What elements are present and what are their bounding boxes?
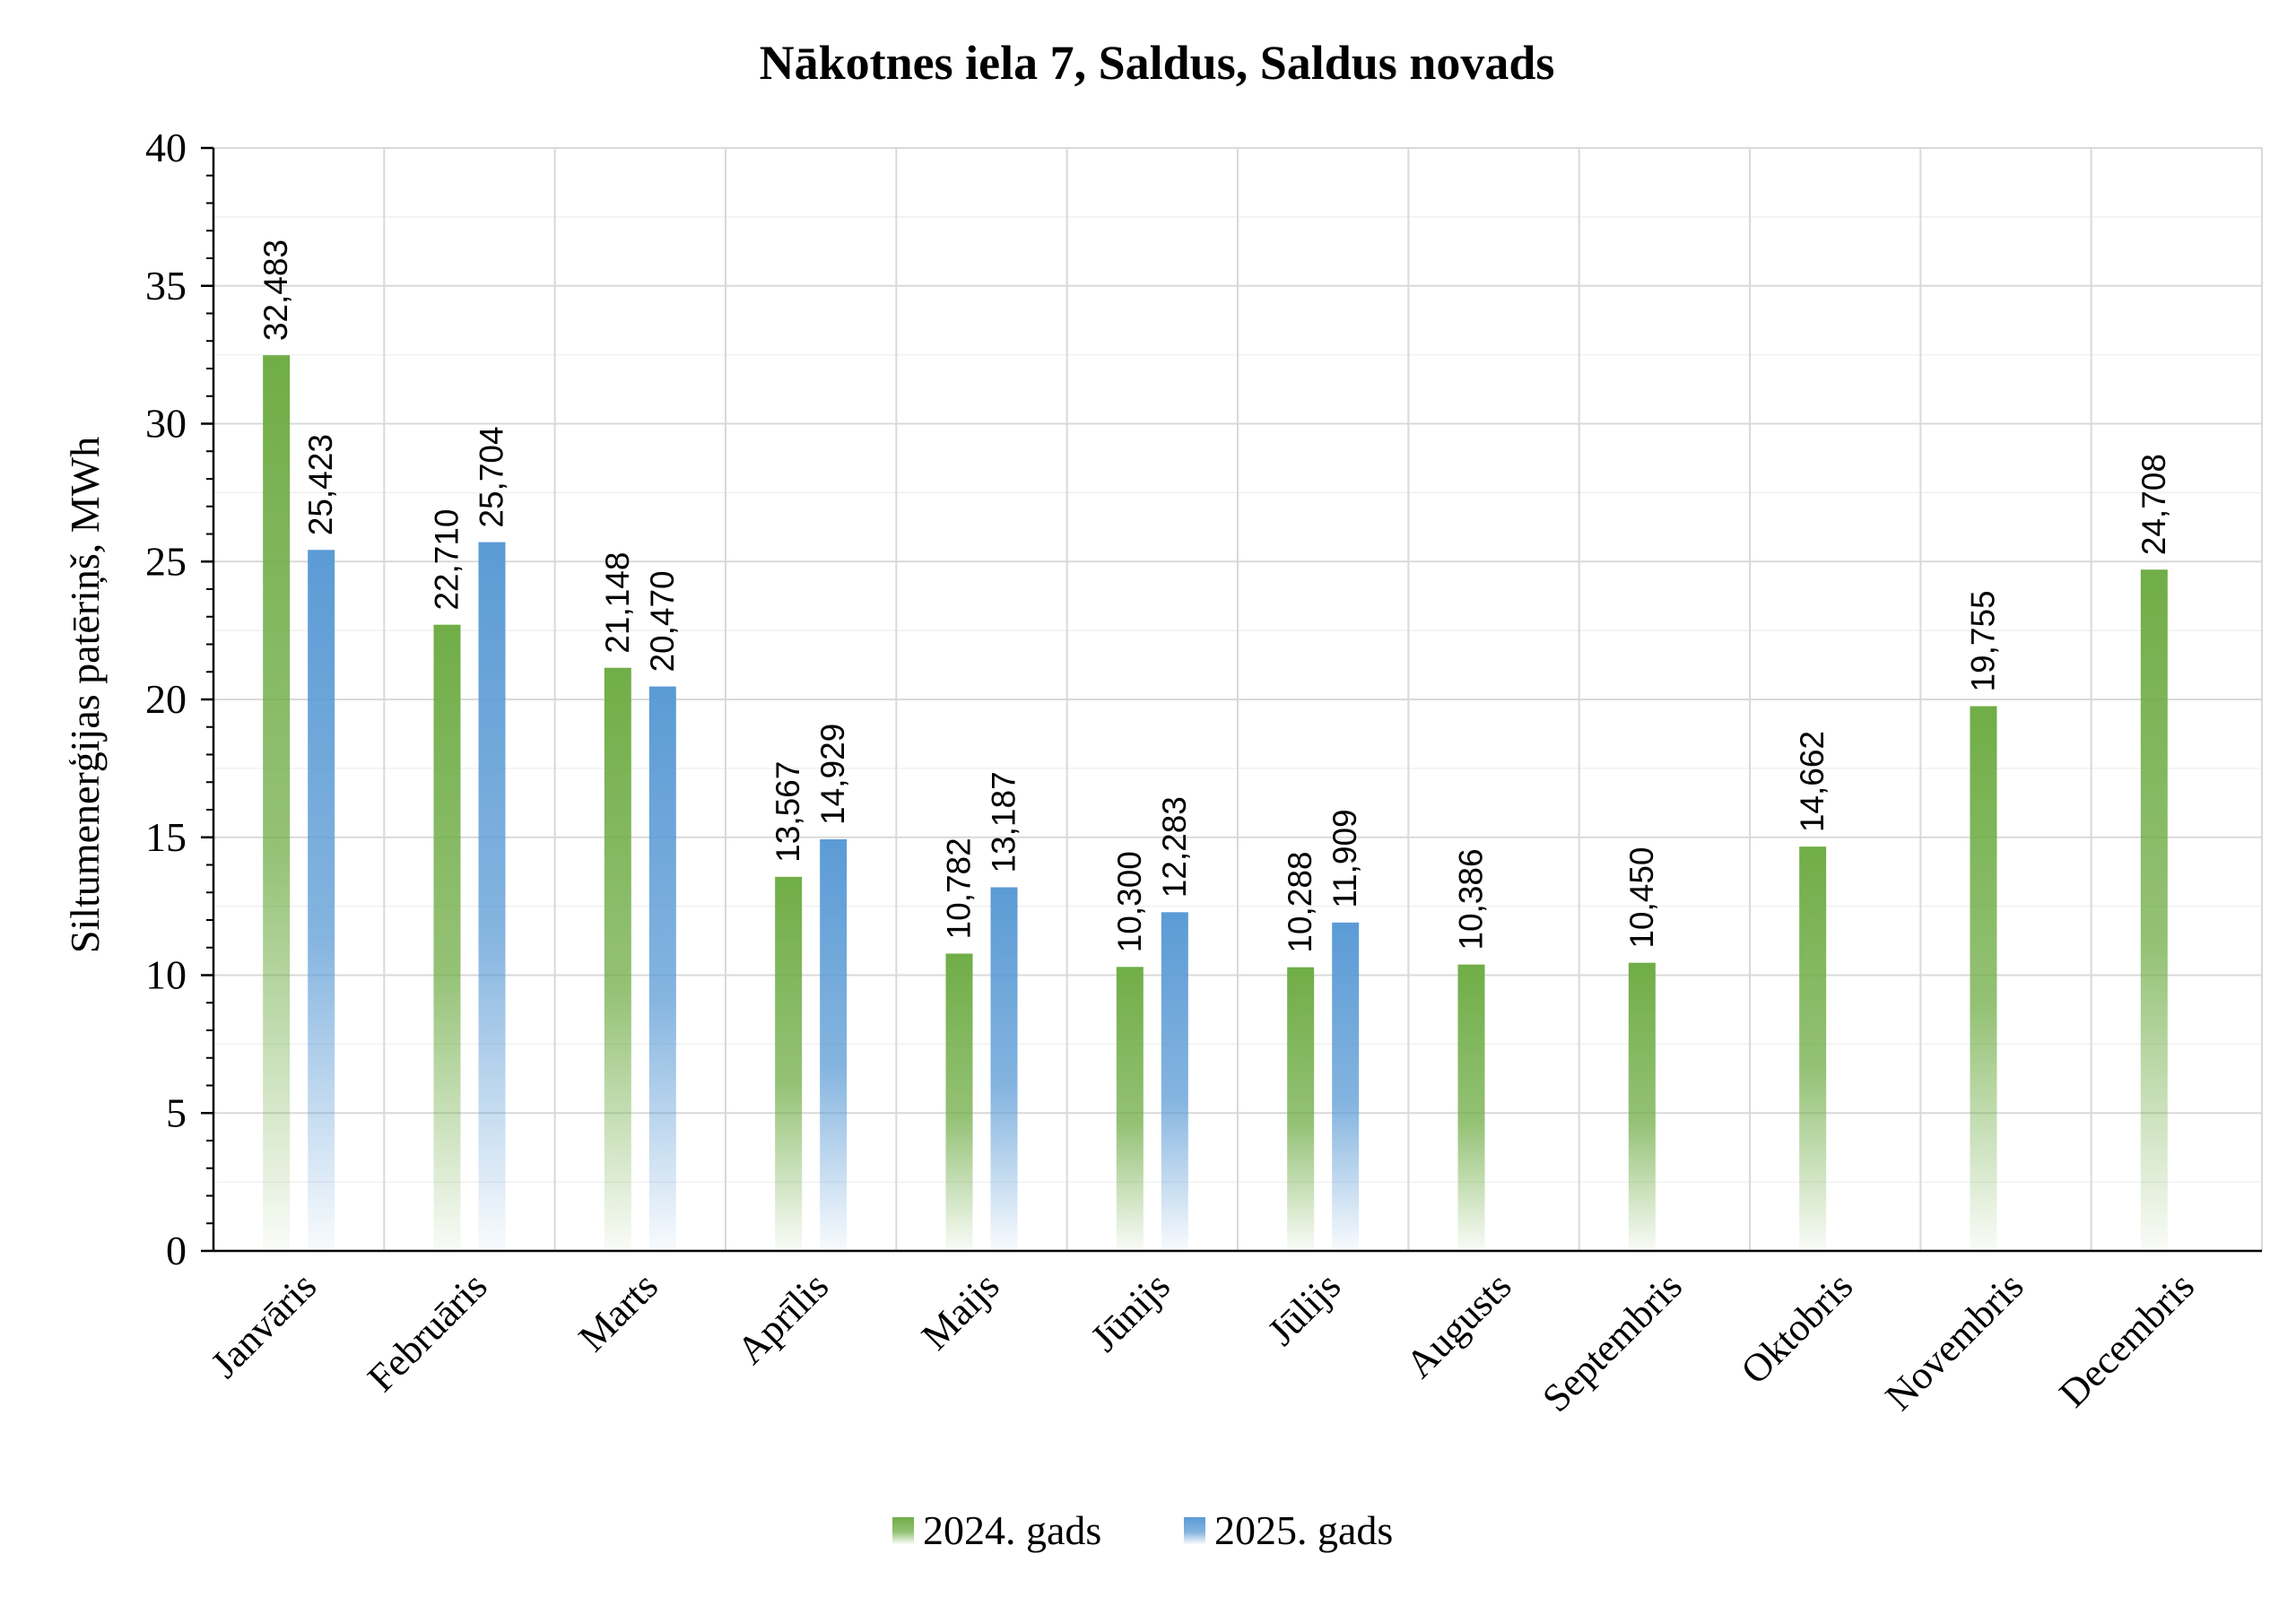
x-tick-label: Novembris [1877,1263,2032,1419]
bar-2025-3 [820,838,848,1251]
legend-label: 2024. gads [923,1507,1101,1553]
bar-2025-0 [308,550,335,1251]
data-label: 10,386 [1453,848,1490,950]
data-label: 10,450 [1623,846,1660,948]
grid-lines [213,147,2263,1251]
bar-2024-2 [604,667,631,1251]
bar-2025-6 [1332,922,1360,1251]
data-label: 10,288 [1282,851,1318,952]
y-tick-label: 0 [166,1228,187,1273]
bar-2024-0 [263,355,291,1252]
data-label: 25,704 [474,426,510,527]
data-label: 10,300 [1111,851,1148,952]
bar-2024-9 [1799,846,1827,1251]
x-tick-label: Jūnijs [1083,1263,1178,1359]
x-tick-label: Oktobris [1733,1263,1862,1393]
bars [263,355,2168,1252]
bar-2024-3 [775,876,803,1251]
x-tick-label: Jūlijs [1259,1263,1349,1353]
legend-label: 2025. gads [1214,1507,1393,1553]
x-tick-label: Februāris [359,1263,495,1400]
x-tick-label: Septembris [1534,1263,1691,1420]
y-tick-label: 20 [145,676,187,722]
x-tick-label: Aprīlis [728,1263,837,1372]
legend-swatch [1184,1517,1205,1544]
bar-2025-2 [648,686,676,1251]
data-label: 32,483 [257,239,294,341]
bar-2024-7 [1457,964,1485,1251]
legend: 2024. gads 2025. gads [892,1507,1393,1553]
y-tick-label: 15 [145,814,187,860]
bar-2025-4 [990,887,1018,1251]
y-tick-label: 25 [145,538,187,584]
data-label: 13,187 [986,771,1022,872]
data-label: 19,755 [1965,590,2002,691]
data-label: 22,710 [429,508,465,610]
x-tick-label: Marts [570,1263,666,1359]
x-tick-label: Augusts [1397,1263,1520,1386]
chart-title: Nākotnes iela 7, Saldus, Saldus novads [760,36,1555,90]
y-tick-label: 10 [145,952,187,998]
data-label: 24,708 [2135,454,2172,555]
x-tick-label: Decembris [2050,1263,2202,1415]
bar-2024-11 [2140,569,2168,1251]
data-label: 11,909 [1326,809,1363,907]
y-tick-label: 35 [145,263,187,308]
bar-2024-10 [1970,706,1997,1251]
bar-2024-4 [945,953,973,1251]
data-label: 10,782 [941,838,978,939]
data-label: 20,470 [644,570,681,672]
x-tick-label: Janvāris [203,1263,326,1386]
bar-2024-6 [1287,967,1315,1251]
y-axis-label: Siltumenerģijas patēriņš, MWh [62,437,108,953]
bar-2024-1 [433,624,461,1251]
bar-2024-5 [1116,967,1144,1251]
data-labels: 32,483 22,710 21,148 13,567 10,782 10,300 10,2… [257,239,2172,953]
x-tick-label: Maijs [913,1263,1008,1359]
y-tick-label: 30 [145,401,187,447]
data-label: 25,423 [302,434,339,535]
axes: 0 5 10 15 20 25 30 35 40 Janvāris Februāris Marts Ap… [145,125,2262,1420]
data-label: 21,148 [599,552,636,654]
data-label: 13,567 [770,761,806,863]
bar-2025-1 [478,542,506,1251]
data-label: 12,283 [1156,796,1193,898]
data-label: 14,929 [814,724,851,825]
data-label: 14,662 [1794,731,1831,832]
bar-2024-8 [1628,962,1656,1251]
bar-2025-5 [1161,912,1188,1251]
y-tick-label: 40 [145,125,187,170]
y-tick-label: 5 [166,1089,187,1135]
legend-swatch [892,1517,914,1544]
